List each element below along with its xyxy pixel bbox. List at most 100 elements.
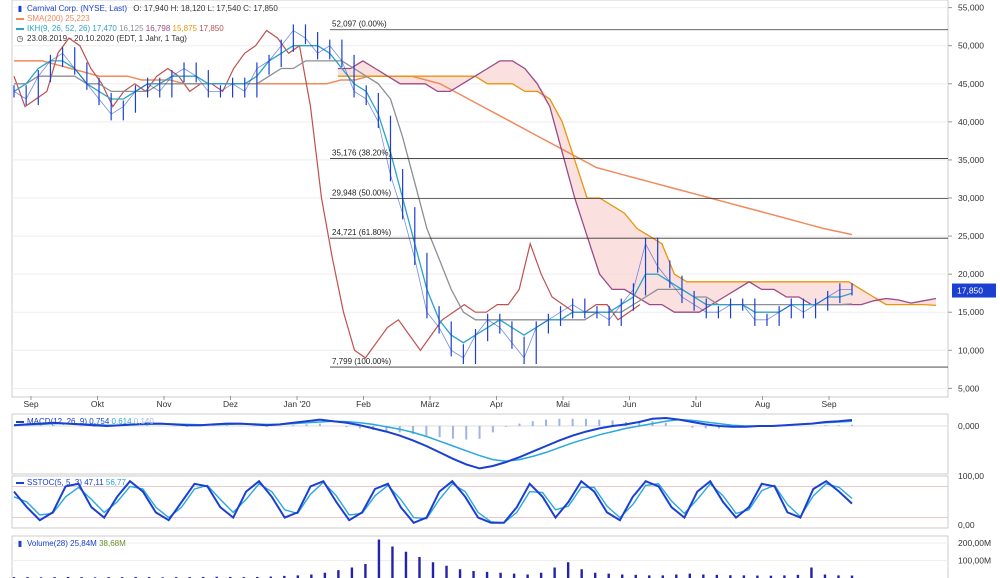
- macd-swatch: [16, 420, 24, 423]
- price-y-tick-label: 15,000: [958, 307, 984, 317]
- macd-panel: 0,000: [11, 413, 980, 475]
- volume-bar: [675, 574, 678, 578]
- volume-bar: [66, 576, 70, 578]
- sstoc-label: SSTOC(5, 5, 3): [27, 478, 82, 487]
- sma-value: 25,223: [65, 14, 90, 23]
- volume-bar: [783, 575, 786, 578]
- volume-bar: [810, 567, 813, 578]
- fibonacci-label: 52,097 (0.00%): [332, 20, 387, 29]
- volume-legend: ▮ Volume(28) 25,84M 38,68M: [16, 539, 126, 549]
- volume-bar: [715, 574, 719, 578]
- price-y-tick-label: 45,000: [958, 79, 984, 89]
- volume-bar: [256, 576, 259, 578]
- volume-panel: 200,00M 100,00M: [11, 535, 991, 578]
- price-y-tick-label: 10,000: [958, 345, 984, 355]
- senkou-span-b-line: [337, 75, 937, 307]
- sstoc-y-tick-label: 100,00: [958, 471, 984, 481]
- volume-bar: [566, 562, 570, 578]
- range-info: (EDT, 1 Jahr, 1 Tag): [116, 34, 187, 43]
- volume-bar: [661, 575, 664, 578]
- volume-bar: [634, 574, 637, 578]
- price-y-tick-label: 50,000: [958, 41, 984, 51]
- x-tick-label: Okt: [91, 399, 105, 409]
- volume-label: Volume(28): [27, 539, 68, 548]
- ichimoku-cloud: [337, 60, 937, 313]
- sstoc-legend: SSTOC(5, 5, 3) 47,11 56,77: [16, 478, 126, 488]
- x-tick-label: Jan '20: [283, 399, 310, 409]
- volume-bar: [648, 575, 651, 578]
- volume-bar: [391, 546, 394, 578]
- sstoc-y-tick-label: 0,00: [958, 520, 975, 530]
- volume-bar: [607, 573, 610, 578]
- volume-value-2: 38,68M: [99, 539, 126, 548]
- x-tick-label: Feb: [356, 399, 371, 409]
- volume-bar: [553, 567, 556, 578]
- volume-bar: [621, 574, 624, 578]
- volume-bar: [472, 571, 475, 578]
- volume-bar: [350, 567, 354, 578]
- volume-bar: [283, 575, 286, 578]
- volume-bar: [269, 576, 273, 578]
- volume-bar: [580, 569, 583, 578]
- x-tick-label: Sep: [23, 399, 38, 409]
- x-tick-label: Sep: [821, 399, 836, 409]
- volume-bar: [729, 575, 732, 578]
- volume-bar: [229, 576, 232, 578]
- fibonacci-label: 7,799 (100.00%): [332, 357, 391, 366]
- volume-bar: [458, 569, 462, 578]
- ikh-value-2: 16,125: [119, 24, 144, 33]
- volume-bar: [837, 575, 840, 578]
- macd-value-2: 0,614: [111, 417, 132, 426]
- volume-bar: [310, 574, 313, 578]
- volume-bar: [418, 557, 421, 578]
- tenkan-line: [13, 45, 853, 344]
- sstoc-value-1: 47,11: [84, 478, 104, 487]
- clock-icon: ◷: [16, 34, 24, 43]
- sstoc-panel: 100,00 0,00: [11, 471, 984, 530]
- volume-bar: [202, 576, 205, 578]
- volume-bar: [134, 576, 137, 578]
- volume-bar: [539, 572, 543, 578]
- volume-bar: [756, 575, 759, 578]
- volume-bar: [796, 574, 800, 578]
- volume-bar: [823, 574, 827, 578]
- volume-bar: [404, 551, 408, 578]
- price-panel: 55,000 50,000 45,000 40,000 35,000 30,000 25,0…: [11, 0, 996, 409]
- macd-line: [13, 416, 853, 470]
- sstoc-value-2: 56,77: [105, 478, 126, 487]
- ikh-value-4: 15,875: [172, 24, 197, 33]
- price-line: [13, 29, 852, 359]
- volume-bar: [702, 574, 705, 578]
- range-dates: 23.08.2019 - 20.10.2020: [27, 34, 115, 43]
- ohlc-values: O: 17,940 H: 18,120 L: 17,540 C: 17,850: [133, 4, 278, 13]
- macd-value-3: 0,140: [133, 417, 154, 426]
- volume-bar: [215, 576, 218, 578]
- fibonacci-label: 24,721 (61.80%): [332, 228, 391, 237]
- x-tick-label: Jun: [623, 399, 637, 409]
- macd-label: MACD(12, 26, 9): [27, 417, 88, 426]
- sma-label: SMA(200): [27, 14, 64, 23]
- volume-plot-area: [11, 535, 949, 578]
- volume-bar: [296, 575, 300, 578]
- volume-bar: [485, 571, 489, 578]
- candlestick-icon: ▮: [17, 4, 23, 13]
- sma-swatch: [16, 17, 24, 20]
- x-tick-label: Aug: [755, 399, 770, 409]
- volume-bar: [512, 573, 516, 578]
- range-row: ◷ 23.08.2019 - 20.10.2020 (EDT, 1 Jahr, 1…: [16, 34, 278, 44]
- bar-chart-icon: ▮: [17, 539, 23, 548]
- price-y-tick-label: 20,000: [958, 269, 984, 279]
- volume-bar: [769, 575, 773, 578]
- fibonacci-label: 35,176 (38.20%): [332, 149, 391, 158]
- ikh-label: IKH(9, 26, 52, 26): [27, 24, 91, 33]
- volume-value-1: 25,84M: [70, 539, 97, 548]
- price-y-tick-label: 55,000: [958, 3, 984, 13]
- volume-bar: [526, 574, 529, 578]
- ikh-swatch: [16, 27, 24, 30]
- volume-bar: [431, 562, 435, 578]
- volume-bar: [499, 572, 502, 578]
- sma-row: SMA(200) 25,223: [16, 14, 278, 24]
- instrument-row: ▮ Carnival Corp. (NYSE, Last) O: 17,940 H…: [16, 4, 278, 14]
- x-tick-label: März: [421, 399, 440, 409]
- fibonacci-label: 29,948 (50.00%): [332, 188, 391, 197]
